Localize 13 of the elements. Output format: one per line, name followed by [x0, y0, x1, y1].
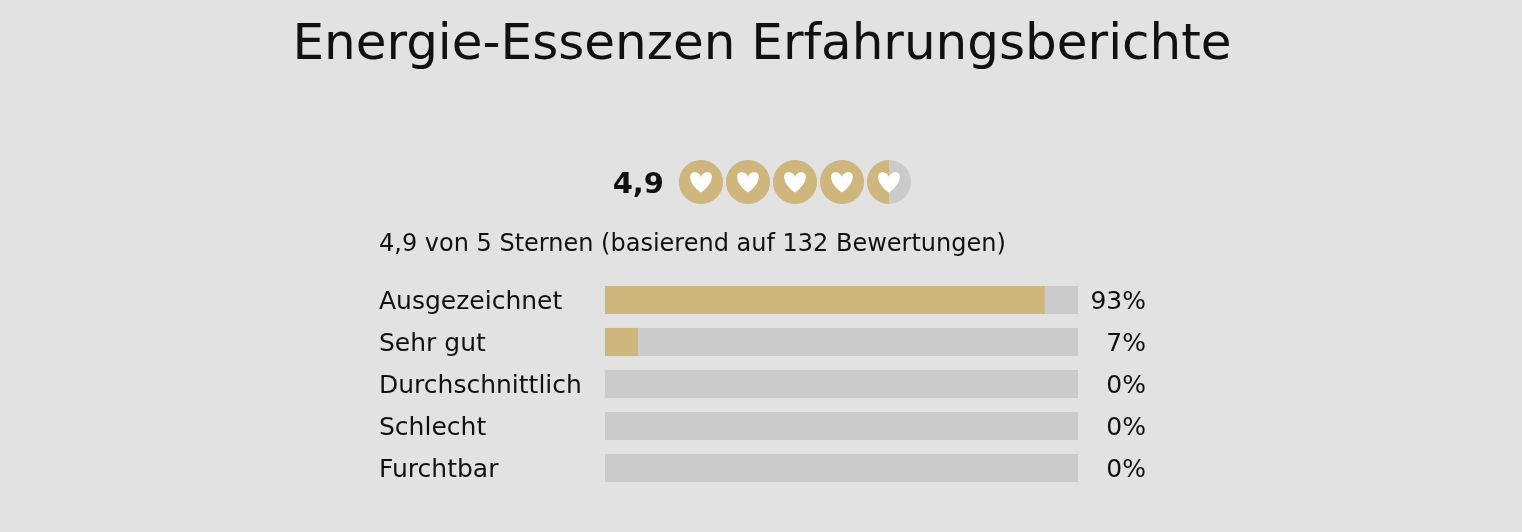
y-tick-label: Durchschnittlich	[379, 369, 582, 399]
data-label: 0%	[1106, 369, 1146, 399]
text: 4,9	[612, 166, 664, 200]
data-label: 0%	[1106, 411, 1146, 441]
data-label: 93%	[1090, 285, 1146, 315]
y-tick-label: Furchtbar	[379, 453, 500, 483]
y-tick-label: Ausgezeichnet	[379, 285, 563, 315]
y-tick-label: Schlecht	[379, 411, 487, 441]
chart-title: Energie-Essenzen Erfahrungsberichte	[292, 13, 1232, 71]
y-tick-label: Sehr gut	[379, 327, 487, 357]
chart-subtitle: 4,9 von 5 Sternen (basierend auf 132 Bewertungen)	[379, 229, 1006, 257]
data-label: 0%	[1106, 453, 1146, 483]
data-label: 7%	[1106, 327, 1146, 357]
